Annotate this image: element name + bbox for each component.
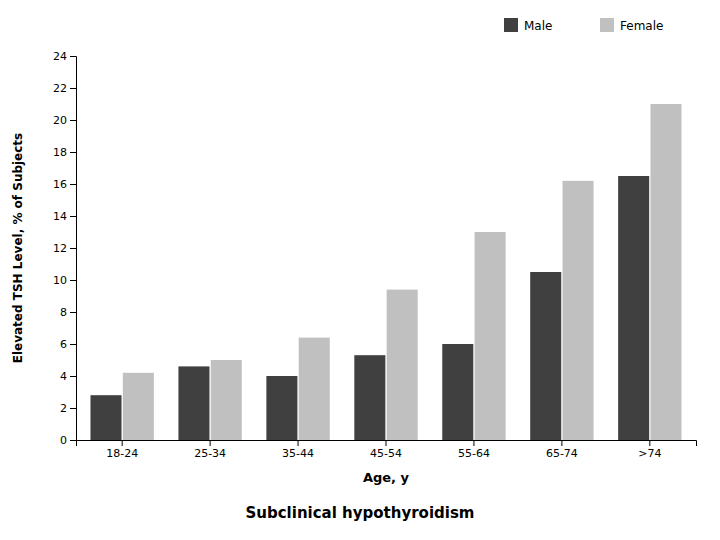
bar [299, 338, 330, 440]
tick-mark [70, 56, 76, 57]
bar-series [123, 104, 682, 440]
tick-label: 18 [53, 146, 67, 159]
tick: 8 [60, 306, 76, 319]
tick-mark [70, 408, 76, 409]
legend-label: Male [524, 19, 552, 33]
tick-mark [70, 440, 76, 441]
tick-label: 24 [53, 50, 67, 63]
tick: 14 [53, 210, 76, 223]
bar [475, 232, 506, 440]
tick-label: 0 [60, 434, 67, 447]
tick-mark [561, 440, 562, 446]
legend-swatch [504, 18, 518, 32]
tick-mark [473, 440, 474, 446]
tick-mark [70, 376, 76, 377]
tick-label: 4 [60, 370, 67, 383]
tick: 25-34 [194, 440, 226, 460]
tick-mark [210, 440, 211, 446]
bar [178, 366, 209, 440]
tick-mark [70, 152, 76, 153]
tick-label: 14 [53, 210, 67, 223]
bar [266, 376, 297, 440]
tick-label: 65-74 [546, 447, 578, 460]
bar [530, 272, 561, 440]
bar [387, 290, 418, 440]
tick-mark [386, 440, 387, 446]
tick: 65-74 [546, 440, 578, 460]
bar [650, 104, 681, 440]
tick-label: 25-34 [194, 447, 226, 460]
tick-mark [298, 440, 299, 446]
legend-item: Female [600, 18, 663, 33]
bar [211, 360, 242, 440]
x-axis-title: Age, y [363, 470, 410, 485]
tick-mark [70, 248, 76, 249]
axis-line [77, 441, 697, 447]
tick-label: 10 [53, 274, 67, 287]
tick-label: 18-24 [106, 447, 138, 460]
tick-label: 12 [53, 242, 67, 255]
chart: 02468101214161820222418-2425-3435-4445-5… [0, 0, 720, 540]
legend-label: Female [620, 19, 663, 33]
tick-mark [70, 280, 76, 281]
bar-series [90, 176, 649, 440]
bar [123, 373, 154, 440]
y-axis: 024681012141618202224 [53, 50, 77, 447]
tick: 35-44 [282, 440, 314, 460]
subtitle: Subclinical hypothyroidism [246, 504, 475, 522]
tick-mark [70, 312, 76, 313]
tick-label: 35-44 [282, 447, 314, 460]
tick-label: 55-64 [458, 447, 490, 460]
bar [563, 181, 594, 440]
tick: 18-24 [106, 440, 138, 460]
tick: 55-64 [458, 440, 490, 460]
bars [90, 104, 681, 440]
tick: 22 [53, 82, 76, 95]
legend: Male Female [504, 18, 663, 33]
tick: 45-54 [370, 440, 402, 460]
legend-swatch [600, 18, 614, 32]
bar [90, 395, 121, 440]
bar [442, 344, 473, 440]
tick-mark [70, 88, 76, 89]
tick-mark [70, 184, 76, 185]
tick: 6 [60, 338, 76, 351]
tick-mark [70, 216, 76, 217]
tick-label: 22 [53, 82, 67, 95]
tick: 16 [53, 178, 76, 191]
tick-label: 45-54 [370, 447, 402, 460]
tick-label: 20 [53, 114, 67, 127]
tick-label: 6 [60, 338, 67, 351]
tick: 12 [53, 242, 76, 255]
tick: 2 [60, 402, 76, 415]
tick-label: 2 [60, 402, 67, 415]
bar [354, 355, 385, 440]
tick-label: 8 [60, 306, 67, 319]
tick: 24 [53, 50, 76, 63]
legend-item: Male [504, 18, 552, 33]
bar [618, 176, 649, 440]
tick-label: 16 [53, 178, 67, 191]
tick: 10 [53, 274, 76, 287]
tick-mark [70, 120, 76, 121]
tick-mark [70, 344, 76, 345]
tick: 4 [60, 370, 76, 383]
x-axis: 18-24 25-34 35-44 45-54 55-64 65-74 >74 [77, 440, 697, 460]
tick-label: >74 [638, 447, 661, 460]
tick: >74 [638, 440, 661, 460]
tick-mark [649, 440, 650, 446]
tick: 18 [53, 146, 76, 159]
plot: 02468101214161820222418-2425-3435-4445-5… [53, 50, 697, 460]
tick-mark [122, 440, 123, 446]
tick: 20 [53, 114, 76, 127]
y-axis-title: Elevated TSH Level, % of Subjects [11, 133, 25, 364]
tick: 0 [60, 434, 76, 447]
axis-line [70, 57, 77, 441]
